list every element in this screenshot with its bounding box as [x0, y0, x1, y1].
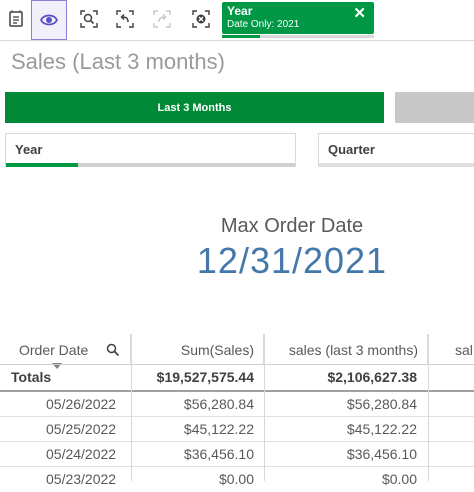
search-icon[interactable]: [106, 343, 120, 357]
totals-sales-last-3-months: $2,106,627.38: [327, 369, 417, 385]
table-row[interactable]: 05/23/2022 $0.00 $0.00: [0, 467, 474, 492]
eye-icon: [39, 14, 59, 26]
cell-sales-last-3-months: $36,456.10: [346, 446, 417, 462]
year-filter-state-fill: [6, 163, 78, 167]
selection-field-value: Date Only: 2021: [227, 19, 300, 30]
selection-state-bar: [222, 35, 374, 38]
table-row[interactable]: 05/26/2022 $56,280.84 $56,280.84: [0, 392, 474, 417]
step-forward-button: [146, 3, 178, 35]
selection-field-name: Year: [227, 4, 253, 18]
cell-order-date: 05/24/2022: [46, 446, 117, 462]
step-back-icon: [116, 10, 134, 28]
close-icon[interactable]: ✕: [353, 5, 366, 22]
column-header-label: sales (last 3 months): [288, 342, 418, 358]
quarter-filter-pane[interactable]: Quarter: [318, 133, 474, 167]
step-forward-icon: [153, 10, 171, 28]
cell-sales-last-3-months: $56,280.84: [346, 396, 417, 412]
quarter-filter-label: Quarter: [328, 142, 375, 157]
column-header-order-date[interactable]: Order Date: [5, 334, 131, 369]
table-row[interactable]: 05/24/2022 $36,456.10 $36,456.10: [0, 442, 474, 467]
column-header-label: sal: [455, 342, 473, 358]
quarter-filter-state-bar: [319, 163, 474, 167]
cell-sum-sales: $36,456.10: [183, 446, 254, 462]
column-divider: [131, 334, 132, 481]
year-filter-pane[interactable]: Year: [5, 133, 296, 167]
toolbar: Year Date Only: 2021 ✕: [0, 0, 474, 41]
cell-order-date: 05/25/2022: [46, 421, 117, 437]
cell-sales-last-3-months: $45,122.22: [346, 421, 417, 437]
column-header-partial[interactable]: sal: [428, 334, 474, 364]
kpi-value: 12/31/2021: [196, 240, 388, 281]
cell-order-date: 05/23/2022: [46, 471, 117, 487]
insights-button[interactable]: [0, 3, 32, 35]
year-filter-state-bar: [6, 163, 295, 167]
sheet-title: Sales (Last 3 months): [11, 49, 225, 74]
column-header-label: Order Date: [19, 342, 89, 358]
insights-icon: [9, 10, 23, 27]
totals-row: Totals $19,527,575.44 $2,106,627.38: [0, 364, 474, 392]
column-header-sales-last-3-months[interactable]: sales (last 3 months): [264, 334, 428, 364]
clear-selections-button[interactable]: [185, 3, 217, 35]
selections-tool-button[interactable]: [31, 0, 67, 40]
cell-sales-last-3-months: $0.00: [381, 471, 417, 487]
cell-sum-sales: $0.00: [218, 471, 254, 487]
totals-label: Totals: [11, 369, 52, 385]
column-divider: [428, 334, 429, 481]
kpi-label: Max Order Date: [220, 215, 364, 237]
column-header-sum-sales[interactable]: Sum(Sales): [131, 334, 264, 364]
column-header-label: Sum(Sales): [180, 342, 254, 358]
cell-sum-sales: $56,280.84: [183, 396, 254, 412]
smart-search-icon: [80, 10, 98, 28]
clear-selections-icon: [192, 10, 210, 28]
column-divider: [264, 334, 265, 481]
selection-chip-year[interactable]: Year Date Only: 2021 ✕: [222, 2, 374, 38]
cell-sum-sales: $45,122.22: [183, 421, 254, 437]
table-row[interactable]: 05/25/2022 $45,122.22 $45,122.22: [0, 417, 474, 442]
step-back-button[interactable]: [109, 3, 141, 35]
year-filter-label: Year: [15, 142, 43, 157]
selection-state-fill: [222, 35, 260, 38]
totals-sum-sales: $19,527,575.44: [156, 369, 254, 385]
secondary-button[interactable]: [395, 92, 474, 123]
smart-search-button[interactable]: [73, 3, 105, 35]
last-3-months-button[interactable]: Last 3 Months: [5, 92, 384, 123]
cell-order-date: 05/26/2022: [46, 396, 117, 412]
